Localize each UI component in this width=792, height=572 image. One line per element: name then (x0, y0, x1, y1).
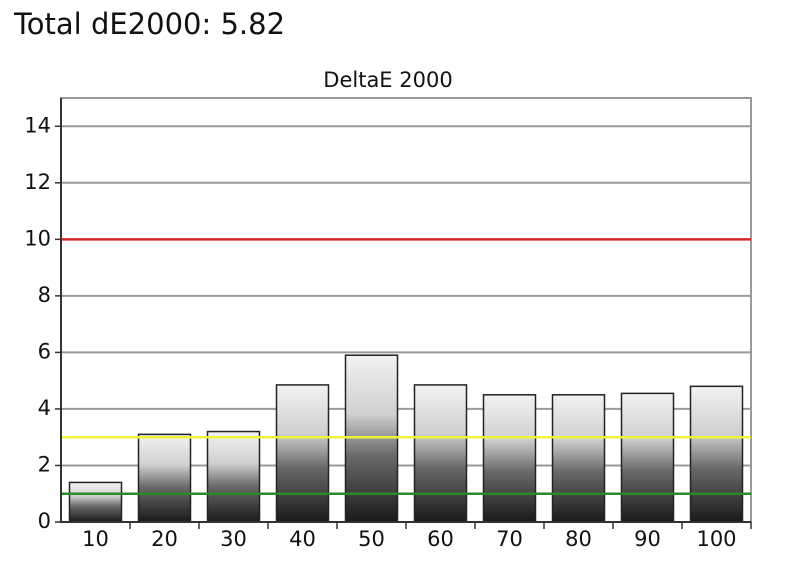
y-tick-label: 10 (24, 226, 51, 250)
x-tick-label: 70 (496, 527, 523, 551)
bar (551, 394, 606, 523)
y-tick-label: 0 (38, 509, 51, 533)
bar (275, 384, 330, 523)
x-tick-label: 60 (427, 527, 454, 551)
x-tick-label: 100 (696, 527, 736, 551)
x-tick-label: 80 (565, 527, 592, 551)
y-tick-label: 6 (38, 339, 51, 363)
bar (482, 394, 537, 523)
y-tick-label: 14 (24, 113, 51, 137)
bar (413, 384, 468, 523)
bar (137, 433, 192, 523)
bar (344, 354, 399, 523)
bar (206, 430, 261, 523)
bar (689, 385, 744, 523)
x-tick-label: 10 (82, 527, 109, 551)
y-tick-label: 12 (24, 170, 51, 194)
page-title: Total dE2000: 5.82 (13, 7, 285, 41)
bar (620, 392, 675, 523)
y-tick-label: 4 (38, 396, 51, 420)
x-tick-label: 30 (220, 527, 247, 551)
x-tick-label: 50 (358, 527, 385, 551)
x-tick-label: 20 (151, 527, 178, 551)
y-tick-label: 2 (38, 452, 51, 476)
bar (68, 481, 123, 523)
y-tick-label: 8 (38, 283, 51, 307)
x-tick-label: 90 (634, 527, 661, 551)
x-tick-label: 40 (289, 527, 316, 551)
chart-title: DeltaE 2000 (323, 68, 452, 92)
